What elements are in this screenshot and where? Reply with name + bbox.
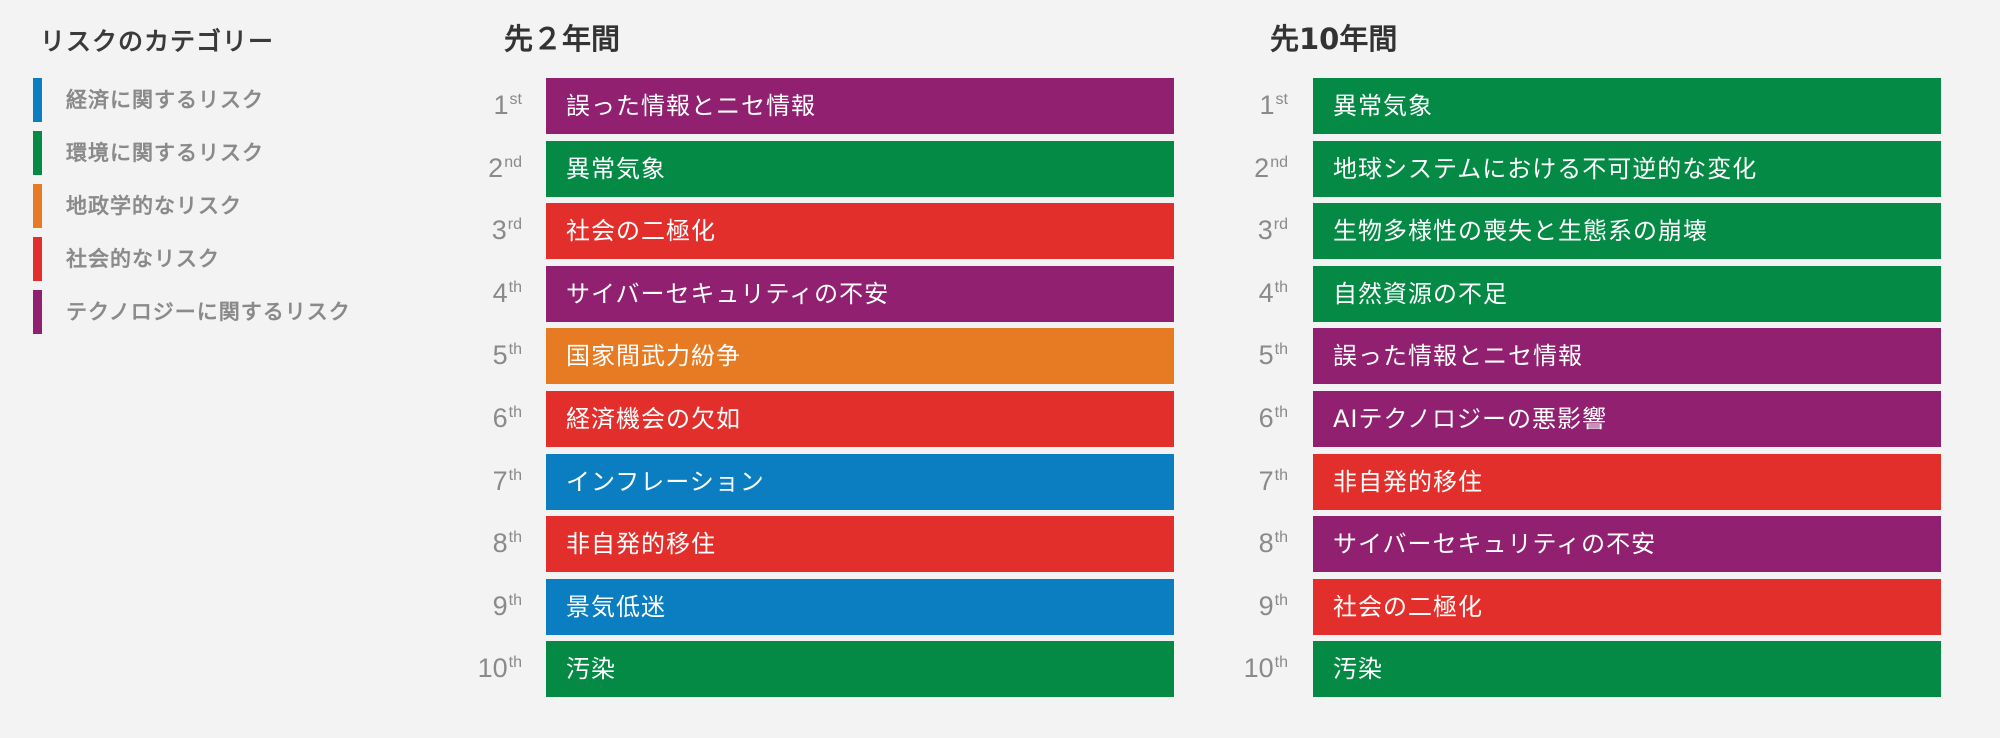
rank-label: 1st <box>462 92 522 119</box>
rank-number: 5 <box>492 340 508 371</box>
risk-bar-economic: 景気低迷 <box>546 578 1174 635</box>
rank-suffix: th <box>508 404 522 421</box>
rank-number: 7 <box>1258 465 1274 496</box>
rank-suffix: st <box>509 91 522 108</box>
risk-bar-technological: AIテクノロジーの悪影響 <box>1313 391 1941 447</box>
legend-title: リスクのカテゴリー <box>40 27 275 56</box>
rank-label: 9th <box>462 590 522 621</box>
rank-label: 6th <box>462 405 522 432</box>
rank-label: 4th <box>462 277 522 308</box>
legend-swatch-economic <box>33 78 42 122</box>
rank-number: 3 <box>491 215 507 246</box>
risk-bar-technological: 誤った情報とニセ情報 <box>1313 328 1941 385</box>
column-title-next-2-years: 先２年間 <box>504 22 621 56</box>
risk-bar-environmental: 自然資源の不足 <box>1313 265 1941 322</box>
risk-bar-environmental: 地球システムにおける不可逆的な変化 <box>1313 140 1941 197</box>
rank-label: 5th <box>462 342 522 369</box>
rank-number: 8 <box>492 528 508 559</box>
rank-number: 5 <box>1258 340 1274 371</box>
rank-suffix: st <box>1275 91 1288 108</box>
rank-label: 6th <box>1228 405 1288 432</box>
legend-label: 社会的なリスク <box>66 247 220 271</box>
risk-bar-environmental: 異常気象 <box>1313 78 1941 134</box>
rank-suffix: nd <box>504 153 522 171</box>
rank-label: 3rd <box>462 217 522 244</box>
rank-number: 4 <box>492 277 508 308</box>
risk-bar-technological: サイバーセキュリティの不安 <box>1313 516 1941 573</box>
rank-suffix: th <box>508 529 522 547</box>
rank-number: 3 <box>1257 215 1273 246</box>
rank-label: 4th <box>1228 277 1288 308</box>
rank-number: 4 <box>1258 277 1274 308</box>
legend-item-societal: 社会的なリスク <box>30 237 430 281</box>
rank-suffix: rd <box>507 216 522 234</box>
legend-swatch-geopolitical <box>33 184 42 228</box>
rank-label: 8th <box>1228 530 1288 557</box>
rank-label: 2nd <box>462 152 522 183</box>
rank-number: 7 <box>492 465 508 496</box>
risk-bar-societal: 社会の二極化 <box>1313 578 1941 635</box>
rank-suffix: th <box>508 278 522 296</box>
legend-swatch-societal <box>33 237 42 281</box>
risk-bar-societal: 非自発的移住 <box>546 516 1174 573</box>
rank-number: 9 <box>492 590 508 621</box>
legend-label: 地政学的なリスク <box>66 194 242 218</box>
rank-suffix: th <box>508 341 522 359</box>
rank-suffix: th <box>1274 466 1288 484</box>
rank-number: 6 <box>492 403 508 433</box>
rank-suffix: th <box>508 466 522 484</box>
rank-suffix: th <box>508 591 522 609</box>
rank-number: 1 <box>1259 90 1275 120</box>
risk-bar-environmental: 異常気象 <box>546 140 1174 197</box>
legend-label: テクノロジーに関するリスク <box>66 300 351 324</box>
rank-suffix: th <box>1274 341 1288 359</box>
risk-bar-environmental: 汚染 <box>1313 641 1941 698</box>
rank-suffix: nd <box>1270 153 1288 171</box>
column-title-next-10-years: 先10年間 <box>1270 22 1398 56</box>
rank-number: 8 <box>1258 528 1274 559</box>
rank-label: 3rd <box>1228 217 1288 244</box>
rank-number: 2 <box>1254 152 1270 183</box>
legend-item-environmental: 環境に関するリスク <box>30 131 430 175</box>
legend-swatch-environmental <box>33 131 42 175</box>
rank-number: 2 <box>488 152 504 183</box>
risk-bar-environmental: 汚染 <box>546 641 1174 698</box>
rank-label: 8th <box>462 530 522 557</box>
risk-bar-societal: 社会の二極化 <box>546 203 1174 260</box>
rank-number: 10 <box>477 653 508 684</box>
risk-bar-technological: 誤った情報とニセ情報 <box>546 78 1174 134</box>
rank-label: 7th <box>462 465 522 496</box>
rank-label: 9th <box>1228 590 1288 621</box>
rank-number: 9 <box>1258 590 1274 621</box>
risk-bar-societal: 経済機会の欠如 <box>546 391 1174 447</box>
rank-label: 10th <box>462 655 522 682</box>
rank-label: 7th <box>1228 465 1288 496</box>
rank-number: 1 <box>493 90 509 120</box>
rank-label: 2nd <box>1228 152 1288 183</box>
rank-suffix: th <box>1274 654 1288 672</box>
rank-label: 5th <box>1228 342 1288 369</box>
rank-label: 10th <box>1228 655 1288 682</box>
legend-label: 経済に関するリスク <box>66 88 264 112</box>
legend-item-technological: テクノロジーに関するリスク <box>30 290 430 334</box>
risk-bar-technological: サイバーセキュリティの不安 <box>546 265 1174 322</box>
rank-suffix: rd <box>1273 216 1288 234</box>
risk-bar-environmental: 生物多様性の喪失と生態系の崩壊 <box>1313 203 1941 260</box>
legend-swatch-technological <box>33 290 42 334</box>
risk-bar-geopolitical: 国家間武力紛争 <box>546 328 1174 385</box>
legend-label: 環境に関するリスク <box>66 141 264 165</box>
legend-item-geopolitical: 地政学的なリスク <box>30 184 430 228</box>
risk-bar-societal: 非自発的移住 <box>1313 453 1941 510</box>
rank-suffix: th <box>508 654 522 672</box>
rank-suffix: th <box>1274 529 1288 547</box>
rank-suffix: th <box>1274 404 1288 421</box>
rank-suffix: th <box>1274 591 1288 609</box>
risk-bar-economic: インフレーション <box>546 453 1174 510</box>
rank-suffix: th <box>1274 278 1288 296</box>
rank-label: 1st <box>1228 92 1288 119</box>
rank-number: 6 <box>1258 403 1274 433</box>
legend-item-economic: 経済に関するリスク <box>30 78 430 122</box>
rank-number: 10 <box>1243 653 1274 684</box>
